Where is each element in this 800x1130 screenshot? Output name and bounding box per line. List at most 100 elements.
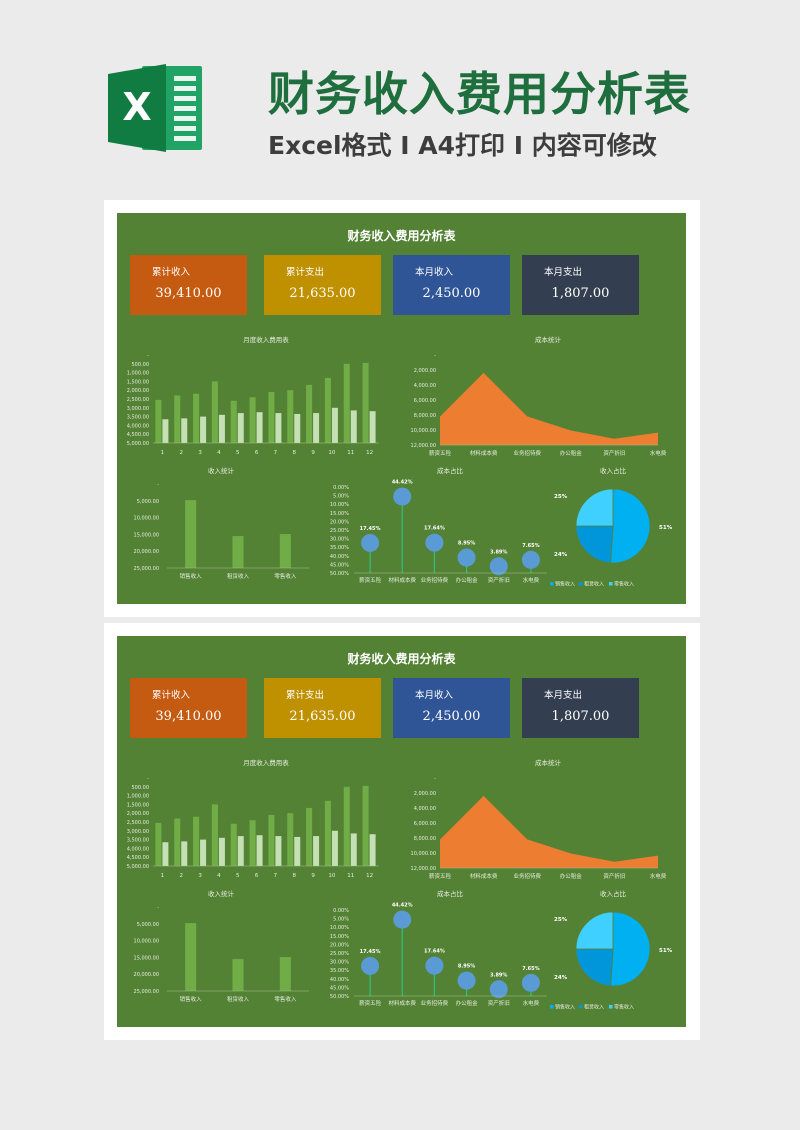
- data-label: 17.64%: [424, 526, 445, 532]
- legend-label: 租赁收入: [584, 1004, 604, 1011]
- y-tick-label: 10,000.00: [134, 939, 159, 945]
- x-tick-label: 12: [366, 873, 373, 879]
- y-tick-label: 4,000.00: [127, 423, 149, 429]
- income-share-pie-chart: 收入占比 51% 24% 25% 销售收入 租赁收入 零售收入: [550, 466, 673, 588]
- kpi-value: 39,410.00: [155, 709, 222, 724]
- lollipop-point: [425, 956, 444, 975]
- y-tick-label: 10,000.00: [134, 516, 159, 522]
- x-tick-label: 薪资五险: [359, 576, 382, 584]
- x-tick-label: 资产折旧: [603, 872, 625, 880]
- y-tick-label: 2,500.00: [127, 820, 149, 826]
- pie-slice: [610, 488, 651, 564]
- bar-income-type: [279, 957, 291, 991]
- legend-label: 租赁收入: [584, 581, 604, 588]
- y-tick-label: 10,000.00: [411, 851, 436, 857]
- bar-expense: [181, 841, 188, 866]
- y-tick-label: 15.00%: [330, 934, 349, 940]
- y-tick-label: -: [434, 353, 436, 359]
- y-tick-label: 35.00%: [330, 545, 349, 551]
- x-tick-label: 办公租金: [456, 576, 479, 584]
- kpi-label: 本月收入: [415, 267, 454, 278]
- bar-expense: [181, 418, 188, 443]
- x-tick-label: 业务招待费: [421, 999, 449, 1007]
- bar-income-type: [232, 536, 244, 568]
- bar-income: [230, 400, 237, 443]
- area-series: [440, 795, 658, 868]
- data-label: 8.95%: [458, 541, 475, 547]
- y-tick-label: 45.00%: [330, 562, 349, 568]
- bar-expense: [369, 834, 376, 866]
- y-tick-label: 12,000.00: [411, 866, 436, 872]
- y-tick-label: 2,000.00: [127, 388, 149, 394]
- kpi-card-total-income: 累计收入 39,410.00: [130, 255, 247, 315]
- legend-swatch: [550, 1005, 554, 1009]
- x-tick-label: 4: [217, 873, 221, 879]
- bar-income: [211, 381, 218, 443]
- bar-income: [174, 818, 181, 866]
- x-tick-label: 材料成本费: [470, 449, 498, 457]
- bar-expense: [200, 839, 207, 866]
- income-statistics-chart: 收入统计 25,000.00 20,000.00 15,000.00 10,000.00…: [134, 466, 309, 580]
- kpi-label: 本月支出: [544, 690, 583, 701]
- y-tick-label: 5,000.00: [127, 864, 149, 870]
- dashboard-title: 财务收入费用分析表: [347, 652, 456, 666]
- x-tick-label: 销售收入: [180, 995, 203, 1003]
- income-statistics-chart: 收入统计 25,000.00 20,000.00 15,000.00 10,000.00…: [134, 889, 309, 1003]
- pie-slice: [575, 525, 614, 564]
- x-tick-label: 11: [347, 450, 354, 456]
- bar-income: [268, 814, 275, 866]
- lollipop-point: [457, 971, 476, 990]
- kpi-value: 21,635.00: [289, 286, 356, 301]
- lollipop-point: [489, 980, 508, 999]
- bar-income: [343, 363, 350, 443]
- legend-swatch: [550, 582, 554, 586]
- bar-income-type: [232, 959, 244, 991]
- y-tick-label: 40.00%: [330, 554, 349, 560]
- kpi-label: 累计支出: [286, 267, 325, 278]
- lollipop-point: [489, 557, 508, 576]
- bar-expense: [313, 413, 320, 443]
- x-tick-label: 业务招待费: [513, 449, 541, 457]
- y-tick-label: 35.00%: [330, 968, 349, 974]
- kpi-card-month-income: 本月收入 2,450.00: [393, 678, 510, 738]
- bar-income: [362, 362, 369, 443]
- x-tick-label: 8: [293, 450, 297, 456]
- y-tick-label: 25,000.00: [134, 989, 159, 995]
- x-tick-label: 6: [255, 450, 259, 456]
- data-label: 44.42%: [392, 480, 413, 486]
- y-tick-label: 8,000.00: [414, 836, 436, 842]
- x-tick-label: 办公租金: [456, 999, 479, 1007]
- legend-label: 销售收入: [555, 1004, 575, 1011]
- bar-expense: [256, 412, 263, 443]
- x-tick-label: 办公租金: [560, 449, 583, 457]
- x-tick-label: 资产折旧: [603, 449, 625, 457]
- bar-income: [287, 813, 294, 866]
- dashboard-title: 财务收入费用分析表: [347, 229, 456, 243]
- bar-income: [230, 823, 237, 866]
- y-tick-label: 45.00%: [330, 985, 349, 991]
- bar-expense: [218, 837, 225, 866]
- y-tick-label: 5.00%: [333, 494, 349, 500]
- x-tick-label: 业务招待费: [421, 576, 449, 584]
- data-label: 25%: [554, 917, 568, 923]
- legend-swatch: [579, 582, 583, 586]
- x-tick-label: 4: [217, 450, 221, 456]
- y-tick-label: 0.00%: [333, 485, 349, 491]
- x-tick-label: 水电费: [523, 576, 540, 584]
- kpi-label: 累计支出: [286, 690, 325, 701]
- kpi-value: 1,807.00: [551, 286, 610, 301]
- chart-title: 成本占比: [437, 466, 464, 475]
- lollipop-point: [361, 533, 380, 552]
- x-tick-label: 7: [274, 450, 278, 456]
- x-tick-label: 10: [328, 450, 335, 456]
- x-tick-label: 9: [311, 450, 315, 456]
- lollipop-point: [521, 550, 540, 569]
- bar-expense: [331, 407, 338, 443]
- y-tick-label: 20.00%: [330, 942, 349, 948]
- x-tick-label: 材料成本费: [388, 999, 416, 1007]
- bar-income: [268, 391, 275, 443]
- x-tick-label: 7: [274, 873, 278, 879]
- y-tick-label: -: [157, 905, 159, 911]
- y-tick-label: 40.00%: [330, 977, 349, 983]
- bar-income: [193, 816, 200, 866]
